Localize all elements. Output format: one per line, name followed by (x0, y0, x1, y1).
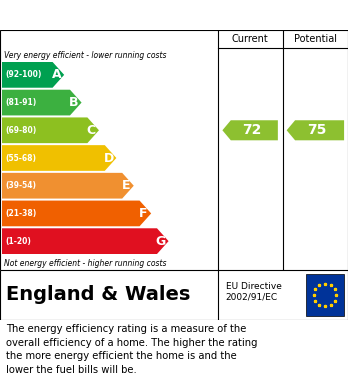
Text: C: C (87, 124, 96, 137)
Polygon shape (2, 201, 151, 226)
Bar (306, 274, 344, 316)
Text: F: F (139, 207, 148, 220)
Text: EU Directive
2002/91/EC: EU Directive 2002/91/EC (226, 282, 282, 302)
Polygon shape (287, 120, 344, 140)
Text: 75: 75 (307, 123, 326, 137)
Text: Current: Current (232, 34, 269, 44)
Polygon shape (2, 173, 134, 199)
Polygon shape (2, 117, 99, 143)
Text: D: D (103, 151, 114, 165)
Polygon shape (2, 228, 168, 254)
Text: E: E (122, 179, 130, 192)
Text: B: B (69, 96, 79, 109)
Text: Not energy efficient - higher running costs: Not energy efficient - higher running co… (4, 258, 166, 267)
Text: Very energy efficient - lower running costs: Very energy efficient - lower running co… (4, 50, 166, 59)
Text: (39-54): (39-54) (5, 181, 36, 190)
Text: G: G (156, 235, 166, 248)
Text: 72: 72 (242, 123, 261, 137)
Polygon shape (2, 62, 64, 88)
Polygon shape (222, 120, 278, 140)
Text: (92-100): (92-100) (5, 70, 41, 79)
Text: Energy Efficiency Rating: Energy Efficiency Rating (9, 6, 238, 24)
Text: (21-38): (21-38) (5, 209, 36, 218)
Text: (55-68): (55-68) (5, 154, 36, 163)
Text: (1-20): (1-20) (5, 237, 31, 246)
Text: (69-80): (69-80) (5, 126, 36, 135)
Text: Potential: Potential (294, 34, 337, 44)
Text: England & Wales: England & Wales (6, 285, 190, 305)
Polygon shape (2, 90, 81, 115)
Text: The energy efficiency rating is a measure of the
overall efficiency of a home. T: The energy efficiency rating is a measur… (6, 324, 258, 375)
Text: (81-91): (81-91) (5, 98, 36, 107)
Text: A: A (52, 68, 61, 81)
Polygon shape (2, 145, 116, 171)
